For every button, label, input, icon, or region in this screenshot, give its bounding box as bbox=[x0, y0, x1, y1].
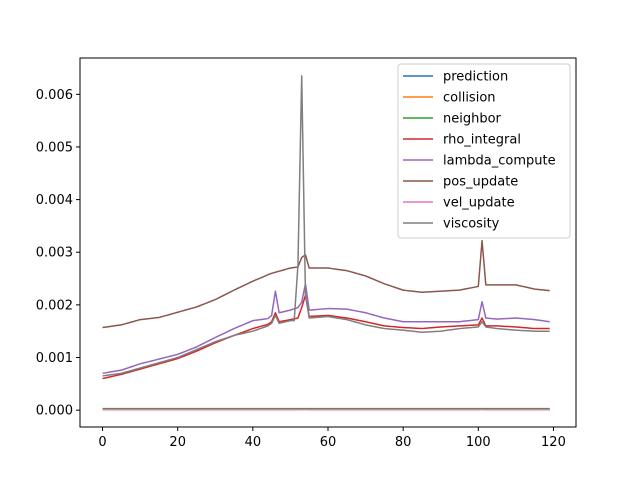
legend: prediction collision neighbor rho_integrall… bbox=[397, 63, 571, 239]
x-tick-label: 100 bbox=[466, 435, 491, 450]
legend-box bbox=[397, 63, 571, 239]
x-tick-label: 120 bbox=[541, 435, 566, 450]
y-tick-label: 0.006 bbox=[36, 88, 73, 103]
y-tick-label: 0.004 bbox=[36, 193, 73, 208]
x-tick-label: 20 bbox=[169, 435, 186, 450]
legend-label: prediction bbox=[443, 70, 508, 85]
legend-label: viscosity bbox=[443, 217, 500, 232]
legend-label: lambda_compute bbox=[443, 154, 556, 169]
legend-label: neighbor bbox=[443, 112, 502, 127]
series-line-viscosity bbox=[102, 75, 550, 377]
legend-label: vel_update bbox=[443, 196, 515, 211]
x-tick-label: 0 bbox=[98, 435, 106, 450]
x-tick-label: 80 bbox=[395, 435, 412, 450]
x-tick-label: 40 bbox=[245, 435, 262, 450]
series-line-pos-update bbox=[102, 239, 550, 329]
legend-label: collision bbox=[443, 91, 496, 106]
y-axis: 0.000 0.001 0.002 0.003 0.004 0.005 0.006 bbox=[36, 88, 80, 419]
y-tick-label: 0.000 bbox=[36, 404, 73, 419]
series-line-lambda-compute bbox=[102, 283, 550, 375]
y-tick-label: 0.003 bbox=[36, 246, 73, 261]
x-axis: 0 20 40 60 80 100 120 bbox=[98, 427, 566, 450]
x-tick-label: 60 bbox=[320, 435, 337, 450]
series-line-rho-integral bbox=[102, 294, 550, 380]
y-tick-label: 0.002 bbox=[36, 298, 73, 313]
y-tick-label: 0.001 bbox=[36, 351, 73, 366]
series-layer bbox=[102, 75, 550, 411]
legend-label: rho_integral bbox=[443, 133, 521, 148]
legend-label: pos_update bbox=[443, 175, 518, 190]
y-tick-label: 0.005 bbox=[36, 140, 73, 155]
